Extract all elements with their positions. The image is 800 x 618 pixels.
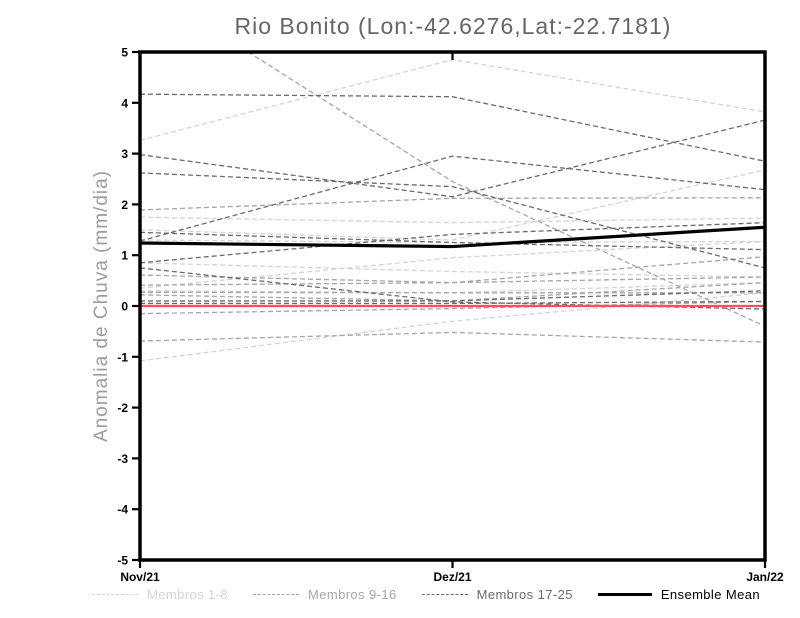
y-tick-label: -4 xyxy=(117,503,128,517)
ensemble-member-line xyxy=(140,231,765,251)
legend-label: Membros 1-8 xyxy=(147,586,228,602)
legend-entry-ensemble-mean: Ensemble Mean xyxy=(597,586,760,602)
ensemble-member-line xyxy=(140,300,765,305)
legend-entry-membros-17-25: Membros 17-25 xyxy=(421,586,573,602)
x-tick-label: Dez/21 xyxy=(433,570,471,584)
ensemble-member-line xyxy=(140,58,765,142)
ensemble-member-line xyxy=(140,216,765,224)
dashed-line-sample-icon xyxy=(421,593,468,595)
y-tick-label: 5 xyxy=(121,46,128,60)
ensemble-member-line xyxy=(140,262,765,278)
y-tick-label: 2 xyxy=(121,198,128,212)
ensemble-member-line xyxy=(140,93,765,162)
y-tick-label: -5 xyxy=(117,554,128,568)
legend-label: Membros 9-16 xyxy=(307,586,397,602)
y-tick-label: -1 xyxy=(117,350,128,364)
y-tick-label: -3 xyxy=(117,452,128,466)
ensemble-member-line xyxy=(140,290,765,302)
ensemble-member-line xyxy=(140,155,765,242)
dashed-line-sample-icon xyxy=(92,593,138,595)
ensemble-member-line xyxy=(140,331,765,343)
y-tick-label: 3 xyxy=(121,147,128,161)
legend: Membros 1-8 Membros 9-16 Membros 17-25 E… xyxy=(92,583,760,605)
ensemble-member-line xyxy=(140,222,765,264)
x-tick-label: Jan/22 xyxy=(746,570,784,584)
y-tick-label: 4 xyxy=(121,96,128,110)
plot-area xyxy=(140,52,765,362)
y-tick-label: -2 xyxy=(117,401,128,415)
legend-entry-membros-1-8: Membros 1-8 xyxy=(92,587,228,602)
legend-entry-membros-9-16: Membros 9-16 xyxy=(252,586,397,602)
solid-line-sample-icon xyxy=(597,592,652,596)
ensemble-member-line xyxy=(140,197,765,211)
legend-label: Ensemble Mean xyxy=(660,586,760,602)
ensemble-member-line xyxy=(140,172,765,269)
ensemble-member-line xyxy=(246,52,765,327)
ensemble-member-line xyxy=(140,169,765,241)
chart-title: Rio Bonito (Lon:-42.6276,Lat:-22.7181) xyxy=(234,13,672,39)
ensemble-member-line xyxy=(140,276,765,286)
legend-label: Membros 17-25 xyxy=(476,586,573,602)
y-tick-label: 0 xyxy=(121,300,128,314)
x-tick-label: Nov/21 xyxy=(120,570,160,584)
y-tick-label: 1 xyxy=(121,249,128,263)
dashed-line-sample-icon xyxy=(252,593,299,595)
ensemble-mean-line xyxy=(140,225,765,249)
ensemble-member-line xyxy=(140,119,765,198)
ensemble-member-line xyxy=(140,291,765,294)
ensemble-member-line xyxy=(140,300,765,315)
